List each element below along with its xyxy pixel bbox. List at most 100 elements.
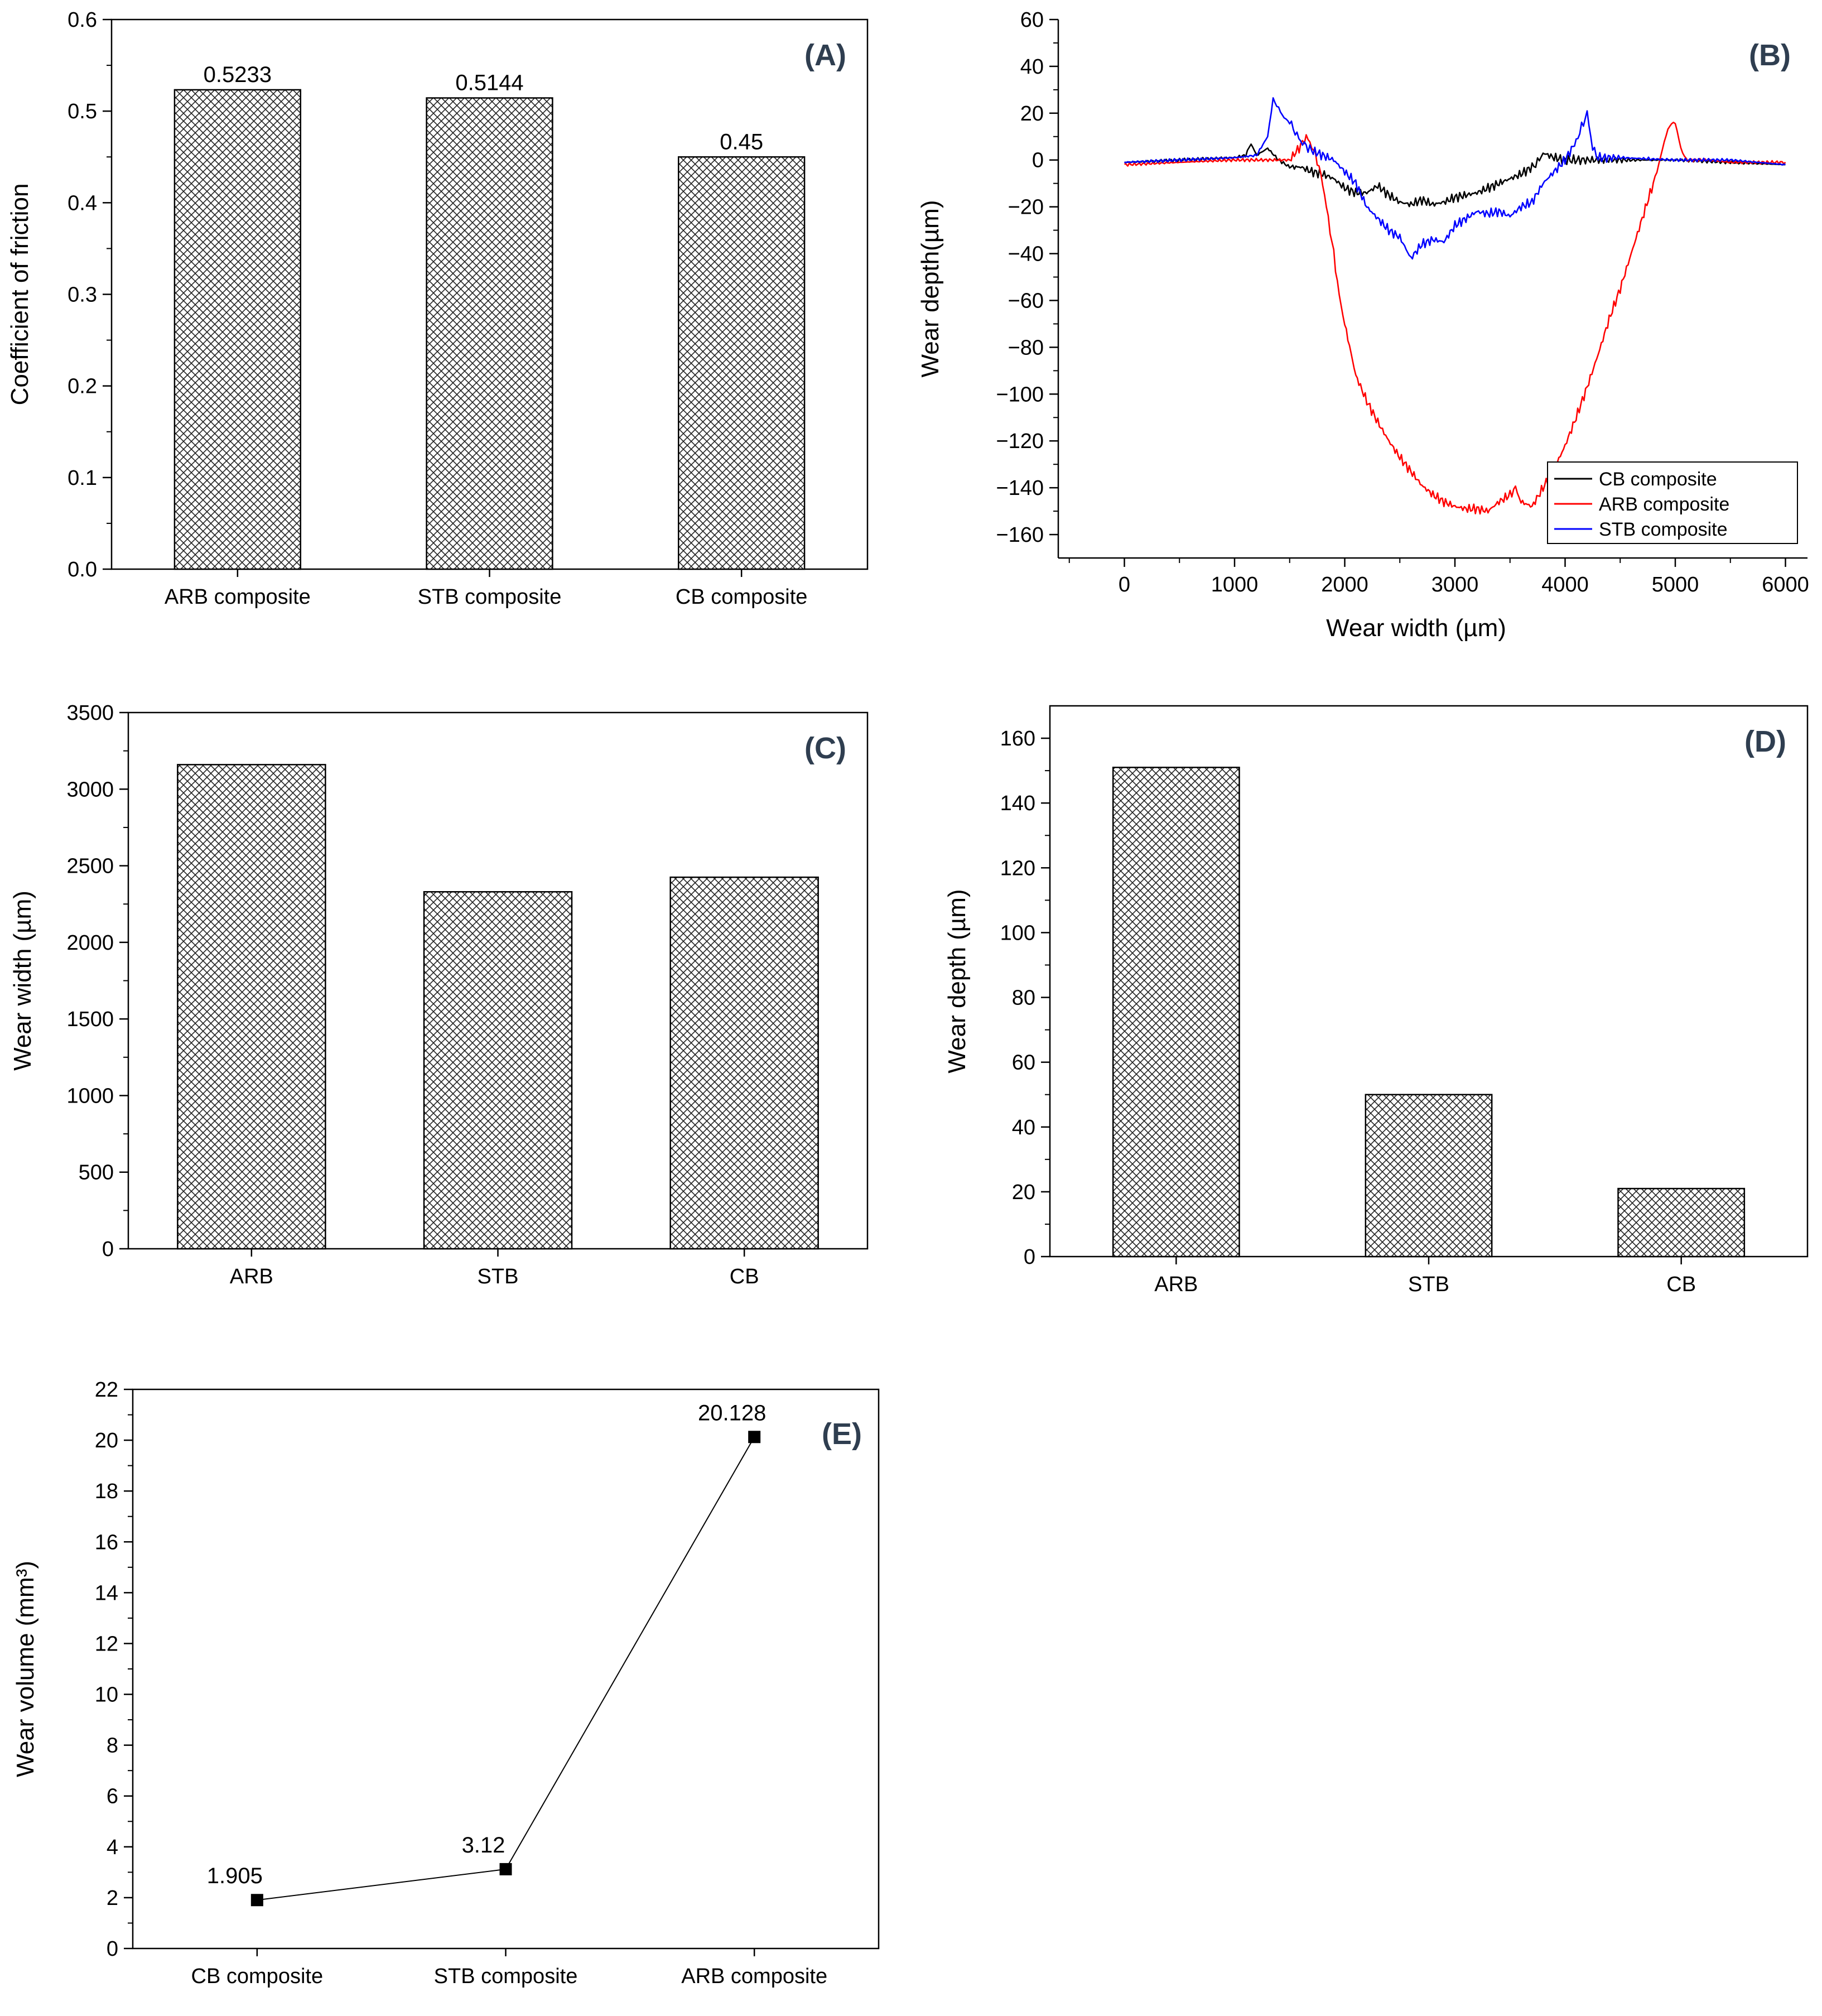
- y-tick-label: 0: [107, 1937, 118, 1961]
- data-point: [250, 1894, 263, 1907]
- x-tick-label: 6000: [1762, 573, 1809, 596]
- x-tick-label: 4000: [1541, 573, 1589, 596]
- x-tick-label: CB: [1666, 1273, 1696, 1296]
- chart-panel-e: 0 2 4 6 8 10 12 14 16 18 20 22 CB composite 1.905 STB …: [12, 1378, 880, 1988]
- y-tick-label: 3000: [66, 778, 114, 801]
- data-label: 3.12: [462, 1833, 505, 1858]
- y-tick-label: 14: [95, 1581, 118, 1605]
- chart-panel-d: 0 20 40 60 80 100 120 140 160 ARB STB CB Wear depth …: [943, 705, 1809, 1296]
- chart-panel-a: 0.0 0.1 0.2 0.3 0.4 0.5 0.6 ARB composite 0.5233…: [6, 8, 869, 609]
- panel-label: (E): [822, 1417, 862, 1451]
- panel-label: (D): [1744, 725, 1786, 758]
- y-tick-label: 18: [95, 1480, 118, 1503]
- y-tick-label: 0.5: [68, 100, 97, 123]
- y-tick-label: 40: [1020, 55, 1044, 79]
- y-tick-label: 16: [95, 1531, 118, 1554]
- x-tick-label: ARB: [230, 1265, 273, 1288]
- y-tick-label: −60: [1008, 289, 1044, 312]
- x-tick-label: ARB: [1154, 1273, 1198, 1296]
- y-tick-label: 0.0: [68, 558, 97, 581]
- y-tick-label: 140: [1000, 792, 1035, 815]
- y-tick-label: 0.3: [68, 283, 97, 307]
- series-line-stb: [1124, 97, 1786, 260]
- data-label: 0.45: [720, 129, 763, 154]
- bar: [1365, 1094, 1493, 1258]
- y-tick-label: 1000: [66, 1084, 114, 1108]
- x-tick-label: CB: [730, 1265, 759, 1288]
- y-axis-label: Coefficient of friction: [6, 184, 33, 406]
- data-label: 0.5144: [455, 71, 523, 95]
- y-axis-label: Wear volume (mm³): [12, 1561, 39, 1777]
- legend-box: [1547, 461, 1798, 544]
- y-axis-label: Wear width (µm): [9, 891, 36, 1071]
- y-tick-label: 60: [1012, 1051, 1035, 1075]
- y-tick-label: 120: [1000, 857, 1035, 880]
- bar: [173, 89, 301, 570]
- data-point: [748, 1431, 761, 1444]
- x-tick-label: 3000: [1431, 573, 1479, 596]
- y-tick-label: 20: [1012, 1181, 1035, 1204]
- y-tick-label: 2500: [66, 855, 114, 878]
- y-tick-label: 60: [1020, 8, 1044, 32]
- y-tick-label: 0: [1024, 1245, 1035, 1269]
- bar: [1112, 767, 1240, 1258]
- y-tick-label: 0.4: [68, 191, 97, 215]
- legend: CB composite ARB composite STB composite: [1547, 461, 1798, 544]
- y-axis-label: Wear depth (µm): [943, 889, 971, 1073]
- bar: [678, 156, 806, 570]
- x-tick-label: 5000: [1652, 573, 1699, 596]
- data-label: 1.905: [207, 1864, 263, 1888]
- y-tick-label: 160: [1000, 727, 1035, 750]
- x-axis-label: Wear width (µm): [1326, 614, 1506, 642]
- y-tick-label: −100: [996, 383, 1044, 406]
- y-tick-label: 0.2: [68, 375, 97, 398]
- y-tick-label: 100: [1000, 921, 1035, 945]
- y-axis-label: Wear depth(µm): [917, 200, 944, 378]
- chart-panel-b: 60 40 20 0 −20 −40 −60 −80 −100 −120 −140 −160 0 1000…: [917, 8, 1809, 642]
- x-tick-label: 0: [1119, 573, 1130, 596]
- y-tick-label: 2000: [66, 931, 114, 955]
- series-line-arb: [1124, 122, 1786, 515]
- x-tick-label: ARB composite: [681, 1965, 827, 1988]
- x-tick-label: STB composite: [434, 1965, 578, 1988]
- y-tick-label: −80: [1008, 336, 1044, 359]
- y-tick-label: 4: [107, 1836, 118, 1859]
- y-tick-label: 22: [95, 1378, 118, 1402]
- y-tick-label: 0: [102, 1238, 114, 1261]
- series-line-cb: [1124, 143, 1786, 208]
- panel-label: (C): [804, 732, 846, 765]
- x-tick-label: 2000: [1321, 573, 1368, 596]
- y-tick-label: 20: [95, 1429, 118, 1452]
- y-tick-label: 80: [1012, 987, 1035, 1010]
- x-tick-label: CB composite: [676, 585, 808, 609]
- series-line: [257, 1436, 755, 1901]
- y-tick-label: 500: [79, 1161, 114, 1185]
- panel-label: (B): [1749, 39, 1791, 72]
- x-tick-label: ARB composite: [165, 585, 311, 609]
- y-tick-label: 10: [95, 1683, 118, 1707]
- y-tick-label: −120: [996, 430, 1044, 453]
- y-tick-label: 0: [1032, 149, 1044, 172]
- y-tick-label: 20: [1020, 102, 1044, 126]
- y-tick-label: 6: [107, 1785, 118, 1808]
- y-tick-label: 40: [1012, 1116, 1035, 1139]
- y-tick-label: 3500: [66, 701, 114, 725]
- y-tick-label: 1500: [66, 1008, 114, 1031]
- chart-panel-c: 0 500 1000 1500 2000 2500 3000 3500 ARB STB CB Wear…: [9, 701, 869, 1288]
- bar: [669, 876, 819, 1250]
- legend-label: ARB composite: [1599, 494, 1729, 515]
- bar: [1617, 1187, 1746, 1258]
- y-tick-label: 0.1: [68, 466, 97, 490]
- x-tick-label: CB composite: [191, 1965, 324, 1988]
- y-tick-label: −40: [1008, 243, 1044, 266]
- bar: [426, 97, 553, 570]
- x-tick-label: 1000: [1211, 573, 1259, 596]
- y-tick-label: −140: [996, 477, 1044, 500]
- panel-label: (A): [804, 39, 846, 72]
- x-tick-label: STB composite: [418, 585, 562, 609]
- y-tick-label: 12: [95, 1632, 118, 1656]
- y-tick-label: −160: [996, 523, 1044, 547]
- y-tick-label: −20: [1008, 196, 1044, 219]
- legend-label: CB composite: [1599, 469, 1717, 490]
